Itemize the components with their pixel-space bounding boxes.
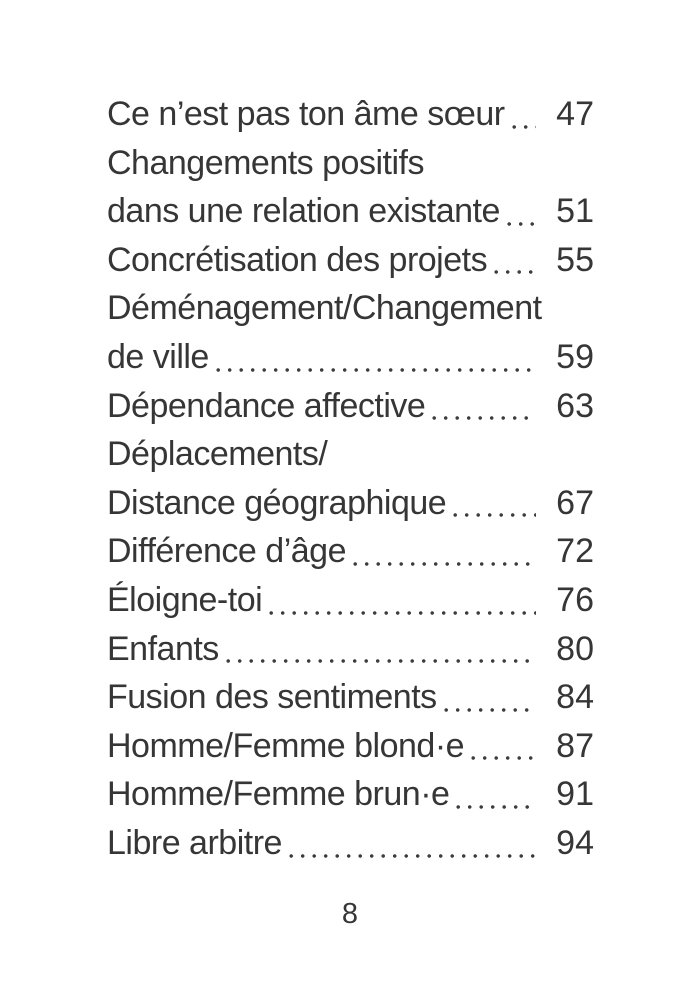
toc-entry-title: Éloigne-toi — [107, 580, 263, 619]
toc-entry-title: Différence d’âge — [107, 532, 346, 571]
toc-entry-title: de ville — [107, 337, 209, 376]
dot-leader — [453, 512, 536, 519]
toc-entry[interactable]: Déménagement/Changement — [107, 284, 594, 333]
toc-entry[interactable]: Éloigne-toi 76 — [107, 576, 594, 625]
toc-entry-page-ref: 84 — [556, 678, 594, 717]
toc-entry[interactable]: dans une relation existante 51 — [107, 187, 594, 236]
toc-entry-page-ref: 76 — [556, 580, 594, 619]
toc-entry[interactable]: Homme/Femme blond·e 87 — [107, 722, 594, 771]
toc-entry-title: Libre arbitre — [107, 823, 282, 862]
toc-entry-title: Concrétisation des projets — [107, 240, 488, 279]
dot-leader — [225, 658, 536, 665]
toc-entry[interactable]: Enfants 80 — [107, 625, 594, 674]
dot-leader — [215, 366, 536, 373]
toc-entry-title: dans une relation existante — [107, 192, 500, 231]
dot-leader — [269, 609, 536, 616]
toc-entry-page-ref: 51 — [556, 192, 594, 231]
toc-entry[interactable]: Ce n’est pas ton âme sœur 47 — [107, 90, 594, 139]
toc-entry-page-ref: 55 — [556, 240, 594, 279]
toc-entry[interactable]: de ville 59 — [107, 333, 594, 382]
toc-entry-title: Déménagement/Changement — [107, 289, 542, 328]
toc-entry-page-ref: 47 — [556, 95, 594, 133]
toc-entry-page-ref: 67 — [556, 483, 594, 522]
dot-leader — [494, 269, 536, 276]
toc-entry[interactable]: Homme/Femme brun·e 91 — [107, 770, 594, 819]
toc-entry-title: Distance géographique — [107, 483, 447, 522]
toc-entry-page-ref: 59 — [556, 337, 594, 376]
dot-leader — [511, 123, 536, 130]
toc-entry-page-ref: 63 — [556, 386, 594, 425]
toc-entry-title: Enfants — [107, 629, 219, 668]
toc-entry-page-ref: 72 — [556, 532, 594, 571]
toc-entry-title: Changements positifs — [107, 143, 424, 182]
toc-entry[interactable]: Fusion des sentiments 84 — [107, 673, 594, 722]
toc-entry-page-ref: 87 — [556, 726, 594, 765]
dot-leader — [288, 852, 536, 859]
toc-entry[interactable]: Distance géographique 67 — [107, 479, 594, 528]
toc-entry[interactable]: Changements positifs — [107, 139, 594, 188]
toc-entry-page-ref: 94 — [556, 823, 594, 862]
toc-entry-page-ref: 91 — [556, 775, 594, 814]
toc-entry[interactable]: Concrétisation des projets 55 — [107, 236, 594, 285]
toc-entry-title: Déplacements/ — [107, 435, 328, 474]
dot-leader — [432, 415, 536, 422]
toc-entry-title: Dépendance affective — [107, 386, 426, 425]
toc-entry[interactable]: Déplacements/ — [107, 430, 594, 479]
toc-entry-title: Homme/Femme blond·e — [107, 726, 465, 765]
toc-entry-title: Fusion des sentiments — [107, 678, 437, 717]
toc-entry[interactable]: Libre arbitre 94 — [107, 819, 594, 868]
dot-leader — [443, 706, 536, 713]
toc-list: Ce n’est pas ton âme sœur 47 Changements p… — [107, 90, 594, 868]
dot-leader — [352, 560, 536, 567]
dot-leader — [456, 803, 536, 810]
toc-entry[interactable]: Dépendance affective 63 — [107, 382, 594, 431]
dot-leader — [471, 755, 536, 762]
dot-leader — [506, 220, 536, 227]
toc-entry-title: Homme/Femme brun·e — [107, 775, 450, 814]
toc-entry[interactable]: Différence d’âge 72 — [107, 527, 594, 576]
toc-entry-title: Ce n’est pas ton âme sœur — [107, 95, 505, 133]
folio-page-number: 8 — [341, 898, 359, 930]
toc-entry-page-ref: 80 — [556, 629, 594, 668]
